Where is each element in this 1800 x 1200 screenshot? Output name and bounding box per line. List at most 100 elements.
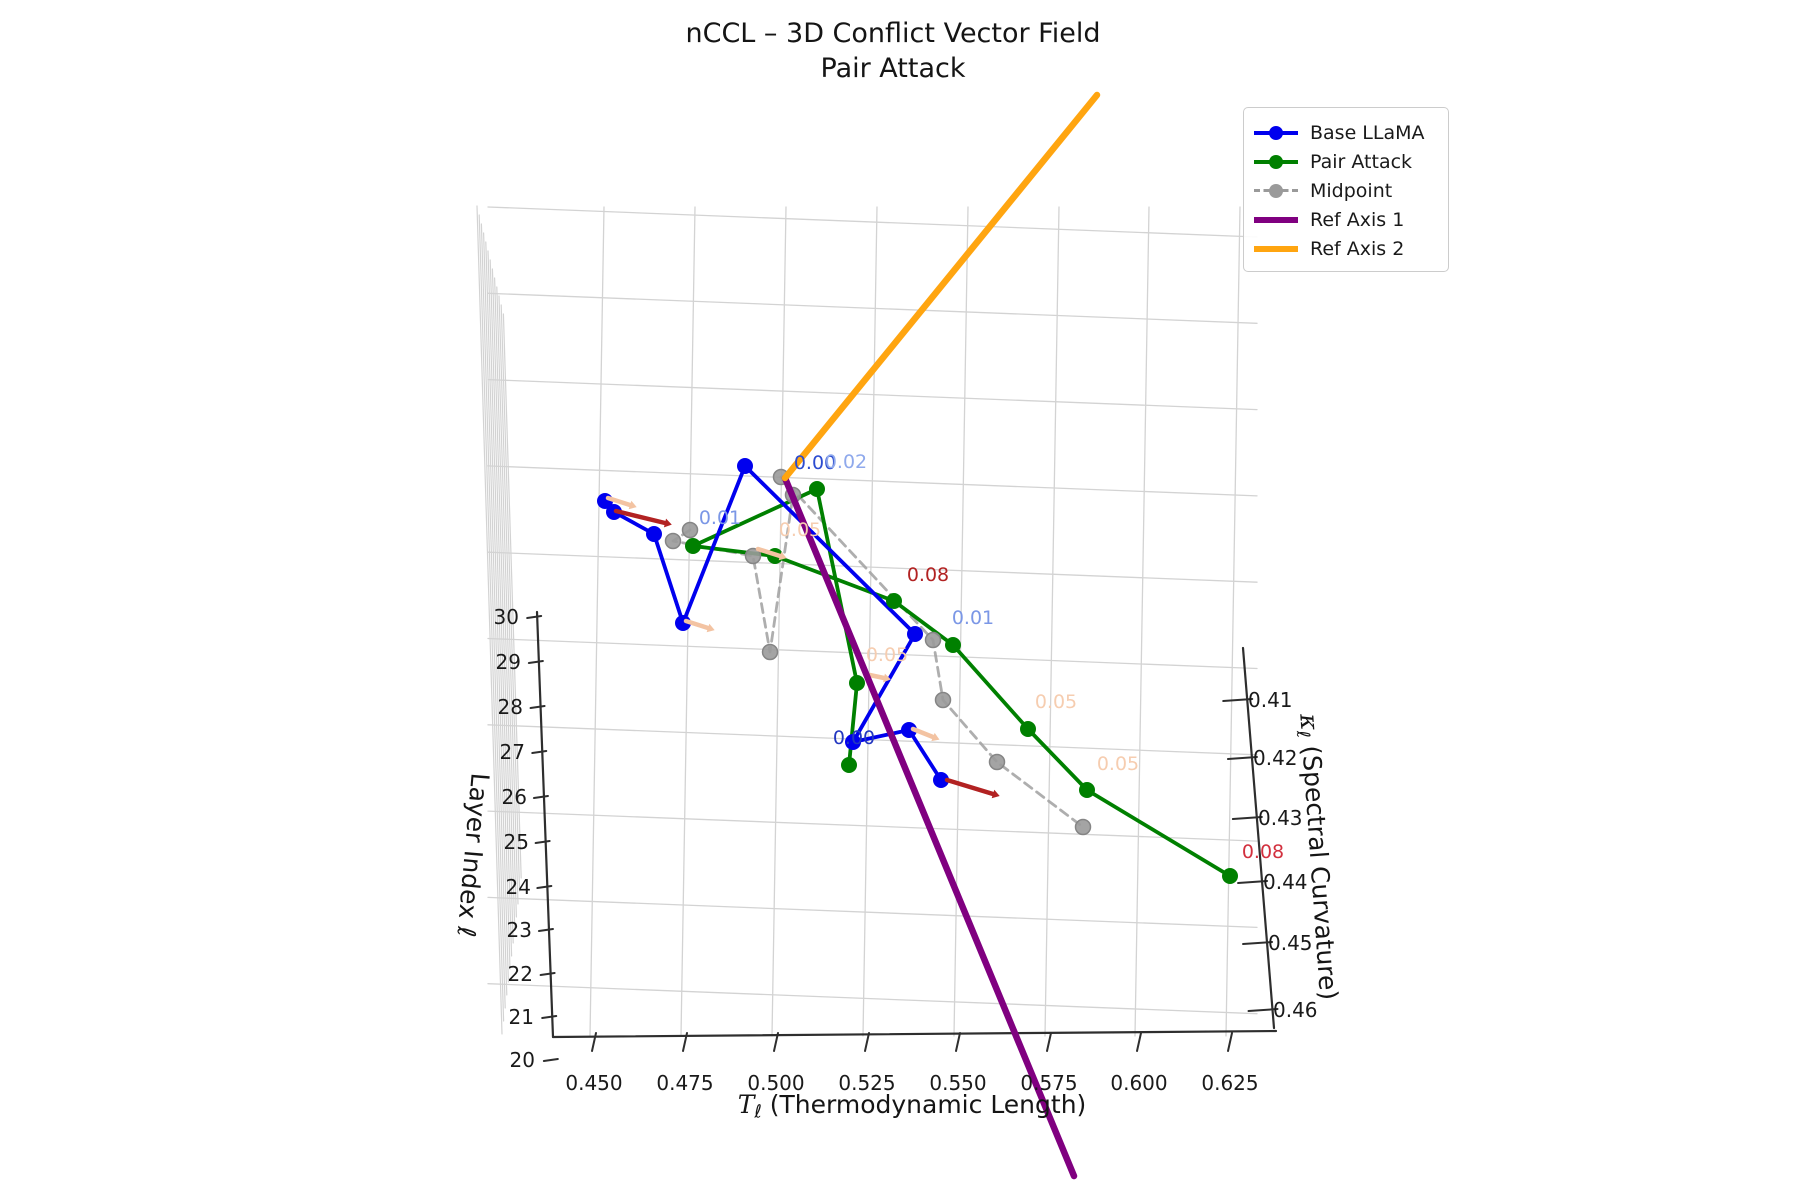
midpoint-marker <box>761 643 779 661</box>
ref-axis-2-line <box>781 91 1101 482</box>
grid-line-vertical <box>862 206 878 1037</box>
pair-attack-marker <box>685 538 701 554</box>
grid-line-horizontal <box>487 810 1258 842</box>
z-tick-mark <box>537 928 554 932</box>
z-tick-mark <box>542 1058 559 1062</box>
y-tick-mark <box>1247 1008 1279 1012</box>
base-llama-marker <box>737 458 753 474</box>
base-llama-marker <box>901 722 917 738</box>
x-tick-mark <box>773 1032 779 1052</box>
z-tick-label: 20 <box>509 1048 535 1072</box>
grid-line-side-pane <box>480 223 506 1009</box>
legend-label: Base LLaMA <box>1310 121 1425 144</box>
grid-line-side-pane <box>502 313 522 879</box>
pair-attack-series-line <box>691 487 1232 878</box>
x-tick-label: 0.475 <box>656 1071 714 1095</box>
z-tick-label: 27 <box>499 740 525 764</box>
legend-item-ref-axis-2[interactable]: Ref Axis 2 <box>1254 234 1436 263</box>
grid-line-side-pane <box>498 295 519 905</box>
x-axis-spine <box>551 1029 1278 1039</box>
x-axis-label-symbol: T <box>737 1089 755 1119</box>
y-axis-label-symbol: κ <box>1294 712 1325 732</box>
z-tick-mark <box>539 972 556 976</box>
ref-axis-2-line-icon <box>1254 241 1298 257</box>
base-llama-line-marker-icon <box>1254 125 1298 141</box>
legend-item-base-llama[interactable]: Base LLaMA <box>1254 118 1436 147</box>
z-tick-label: 22 <box>507 962 533 986</box>
grid-line-side-pane <box>500 304 521 892</box>
midpoint-marker <box>664 532 682 550</box>
x-tick-label: 0.625 <box>1201 1071 1259 1095</box>
grid-line-vertical <box>1225 206 1241 1037</box>
grid-line-horizontal <box>487 292 1258 324</box>
conflict-vector-arrow <box>944 777 996 797</box>
legend-item-pair-attack[interactable]: Pair Attack <box>1254 147 1436 176</box>
conflict-value-annotation: 0.01 <box>698 507 742 529</box>
conflict-value-annotation: 0.08 <box>1241 841 1285 863</box>
legend-item-midpoint[interactable]: Midpoint <box>1254 176 1436 205</box>
conflict-value-annotation: 0.05 <box>865 644 909 666</box>
conflict-vector-arrowhead <box>883 673 891 683</box>
z-tick-label: 29 <box>495 650 521 674</box>
grid-line-vertical <box>1134 206 1150 1037</box>
midpoint-marker <box>681 521 699 539</box>
grid-line-side-pane <box>476 205 503 1035</box>
conflict-vector-arrow <box>755 546 783 559</box>
base-llama-marker <box>907 626 923 642</box>
legend[interactable]: Base LLaMA Pair Attack Midpoint Ref Axis… <box>1243 107 1449 272</box>
pair-attack-marker <box>1020 721 1036 737</box>
y-tick-label: 0.42 <box>1253 746 1298 770</box>
midpoint-dashed-marker-icon <box>1254 183 1298 199</box>
grid-line-vertical <box>1044 206 1060 1037</box>
midpoint-marker <box>934 691 952 709</box>
pair-attack-marker <box>841 757 857 773</box>
legend-label: Ref Axis 1 <box>1310 208 1405 231</box>
z-tick-label: 30 <box>493 605 519 629</box>
legend-label: Pair Attack <box>1310 150 1413 173</box>
y-tick-label: 0.45 <box>1268 931 1313 955</box>
x-tick-mark <box>591 1032 597 1052</box>
legend-item-ref-axis-1[interactable]: Ref Axis 1 <box>1254 205 1436 234</box>
y-tick-label: 0.41 <box>1248 688 1293 712</box>
conflict-vector-arrowhead <box>931 732 940 742</box>
grid-line-vertical <box>589 206 605 1037</box>
chart-title: nCCL – 3D Conflict Vector Field Pair Att… <box>685 16 1100 86</box>
z-tick-label: 24 <box>505 875 531 899</box>
ref-axis-1-line <box>781 474 1078 1180</box>
y-tick-mark <box>1231 816 1263 820</box>
conflict-value-annotation: 0.00 <box>793 452 837 474</box>
x-tick-mark <box>1136 1032 1142 1052</box>
conflict-value-annotation: 0.01 <box>951 607 995 629</box>
conflict-vector-arrowhead <box>663 518 672 528</box>
x-tick-mark <box>864 1032 870 1052</box>
z-tick-mark <box>541 1015 558 1019</box>
x-tick-label: 0.525 <box>838 1071 896 1095</box>
legend-label: Ref Axis 2 <box>1310 237 1405 260</box>
base-llama-marker <box>933 772 949 788</box>
y-tick-label: 0.44 <box>1263 870 1308 894</box>
pair-attack-marker <box>1222 868 1238 884</box>
grid-line-vertical <box>771 206 787 1037</box>
grid-line-side-pane <box>487 250 511 970</box>
z-tick-mark <box>531 750 548 754</box>
midpoint-marker <box>1074 818 1092 836</box>
conflict-value-annotation: 0.05 <box>1096 753 1140 775</box>
conflict-value-annotation: 0.05 <box>778 519 822 541</box>
pair-attack-marker <box>849 675 865 691</box>
grid-line-horizontal <box>487 378 1258 411</box>
ref-axis-1-line-icon <box>1254 212 1298 228</box>
midpoint-marker <box>744 547 762 565</box>
grid-line-side-pane <box>483 232 508 996</box>
z-tick-mark <box>526 615 543 619</box>
pair-attack-marker <box>809 481 825 497</box>
y-tick-mark <box>1222 698 1254 702</box>
x-tick-mark <box>1046 1032 1052 1052</box>
conflict-value-annotation: 0.02 <box>824 451 868 473</box>
grid-line-side-pane <box>491 268 514 944</box>
z-tick-mark <box>527 660 544 664</box>
x-axis-label: Tℓ (Thermodynamic Length) <box>738 1090 1087 1123</box>
conflict-vector-arrow <box>910 726 936 740</box>
conflict-vector-arrow <box>605 495 633 508</box>
conflict-value-annotation: 0.08 <box>906 564 950 586</box>
